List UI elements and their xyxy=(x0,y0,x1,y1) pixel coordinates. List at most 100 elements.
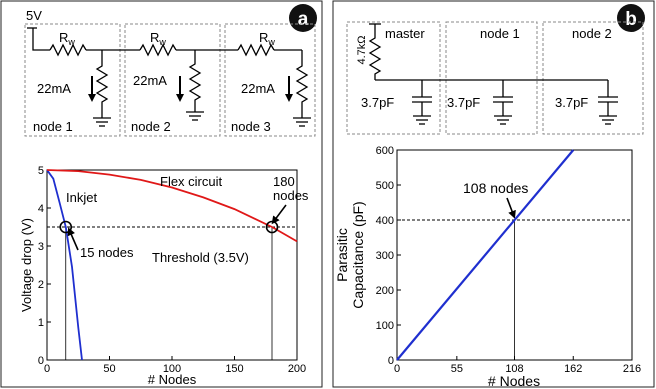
current-label-3: 22mA xyxy=(241,81,275,96)
resistor-rw-1 xyxy=(49,43,87,57)
column-label-master: master xyxy=(385,26,425,41)
master-box xyxy=(346,21,441,135)
chart-a-axes: 0 50 100 150 200 0 1 2 3 4 5 xyxy=(38,165,306,375)
y-tick-label: 100 xyxy=(376,320,394,332)
chart-a-y-axis-label: Voltage drop (V) xyxy=(19,218,34,312)
y-tick-label: 300 xyxy=(376,250,394,262)
rw-label-3: Rw xyxy=(259,30,275,47)
y-tick-label: 400 xyxy=(376,215,394,227)
column-label-node-1: node 1 xyxy=(480,26,520,41)
y-tick-label: 1 xyxy=(38,317,44,329)
load-resistor-2 xyxy=(188,50,202,112)
ground-2 xyxy=(186,111,204,121)
capacitor-label-3: 3.7pF xyxy=(555,95,588,110)
current-label-2: 22mA xyxy=(133,73,167,88)
node-2-box-b xyxy=(542,21,644,135)
ground-b2 xyxy=(494,115,512,125)
flex-circuit-curve xyxy=(46,169,298,243)
node-2-box xyxy=(124,23,221,137)
chart-b-x-axis-label: # Nodes xyxy=(488,373,540,389)
supply-label: 5V xyxy=(26,8,42,23)
x-tick-label: 200 xyxy=(288,363,306,375)
supply-wire xyxy=(32,28,50,51)
annotation-108-nodes: 108 nodes xyxy=(463,180,528,196)
load-resistor-3 xyxy=(295,50,309,118)
y-tick-label: 5 xyxy=(38,165,44,177)
badge-b: b xyxy=(617,4,645,32)
panel-b: b xyxy=(332,0,655,389)
y-tick-label: 500 xyxy=(376,180,394,192)
pullup-resistor-label: 4.7kΩ xyxy=(356,35,368,64)
badge-b-label: b xyxy=(625,9,637,30)
x-tick-label: 0 xyxy=(44,363,50,375)
annotation-arrow-108 xyxy=(506,197,516,219)
y-tick-label: 600 xyxy=(376,145,394,157)
chart-b-guides xyxy=(397,197,632,360)
intersection-marker xyxy=(59,220,73,234)
ground-b3 xyxy=(599,115,617,125)
chart-b-series xyxy=(396,149,575,361)
capacitor-label-1: 3.7pF xyxy=(361,95,394,110)
node-label-3: node 3 xyxy=(231,119,271,134)
chart-a: 0 50 100 150 200 0 1 2 3 4 5 # Nodes Voltage drop … xyxy=(19,165,309,387)
x-tick-label: 216 xyxy=(623,363,641,375)
resistor-rw-2 xyxy=(139,43,177,57)
panel-b-frame xyxy=(332,0,655,388)
y-tick-label: 2 xyxy=(38,279,44,291)
x-tick-label: 50 xyxy=(103,363,115,375)
circuit-b xyxy=(346,21,644,135)
chart-a-x-axis-label: # Nodes xyxy=(148,372,197,387)
panel-a: a xyxy=(0,0,323,388)
node-3-box xyxy=(224,23,316,137)
chart-b-y-axis-label-line-1: Parasitic xyxy=(334,228,350,282)
x-tick-label: 100 xyxy=(163,363,181,375)
annotation-arrow-180 xyxy=(271,204,287,225)
capacitance-curve xyxy=(396,149,575,361)
load-resistor-1 xyxy=(95,50,109,118)
pullup-resistor xyxy=(368,24,382,80)
y-tick-label: 200 xyxy=(376,285,394,297)
node-1-box xyxy=(24,23,121,137)
ground-b1 xyxy=(413,115,431,125)
ground-1 xyxy=(93,117,111,127)
y-tick-label: 3 xyxy=(38,241,44,253)
x-tick-label: 162 xyxy=(564,363,582,375)
x-tick-label: 55 xyxy=(451,363,463,375)
annotation-180-nodes-number: 180 xyxy=(273,174,295,189)
inkjet-curve xyxy=(46,169,83,361)
annotation-180-nodes-word: nodes xyxy=(273,188,309,203)
chart-b-y-axis-label-line-2: Capacitance (pF) xyxy=(350,201,366,308)
flex-series-label: Flex circuit xyxy=(160,174,223,189)
rw-label-2: Rw xyxy=(150,30,166,47)
chart-b-axes: 0 55 108 162 216 0 100 200 300 400 500 600 xyxy=(376,145,642,375)
panel-a-frame xyxy=(0,0,323,388)
column-label-node-2: node 2 xyxy=(572,26,612,41)
y-tick-label: 4 xyxy=(38,203,44,215)
chart-a-guides xyxy=(47,226,297,360)
capacitor-label-2: 3.7pF xyxy=(447,95,480,110)
y-tick-label: 0 xyxy=(38,355,44,367)
capacitor-3 xyxy=(598,80,618,116)
ground-3 xyxy=(293,117,311,127)
capacitor-1 xyxy=(412,80,432,116)
badge-a-label: a xyxy=(298,9,309,30)
threshold-label: Threshold (3.5V) xyxy=(152,250,249,265)
capacitor-2 xyxy=(493,80,513,116)
x-tick-label: 150 xyxy=(225,363,243,375)
node-label-2: node 2 xyxy=(131,119,171,134)
x-tick-label: 0 xyxy=(394,363,400,375)
annotation-arrow-15 xyxy=(67,227,79,251)
node-label-1: node 1 xyxy=(33,119,73,134)
resistor-rw-3 xyxy=(237,43,275,57)
x-tick-label: 108 xyxy=(505,363,523,375)
chart-a-series xyxy=(46,169,298,361)
circuit-a xyxy=(24,23,316,137)
rw-label-1: Rw xyxy=(59,30,75,47)
inkjet-series-label: Inkjet xyxy=(66,190,97,205)
annotation-15-nodes: 15 nodes xyxy=(80,245,134,260)
y-tick-label: 0 xyxy=(388,355,394,367)
chart-a-markers xyxy=(59,204,287,251)
current-label-1: 22mA xyxy=(37,81,71,96)
